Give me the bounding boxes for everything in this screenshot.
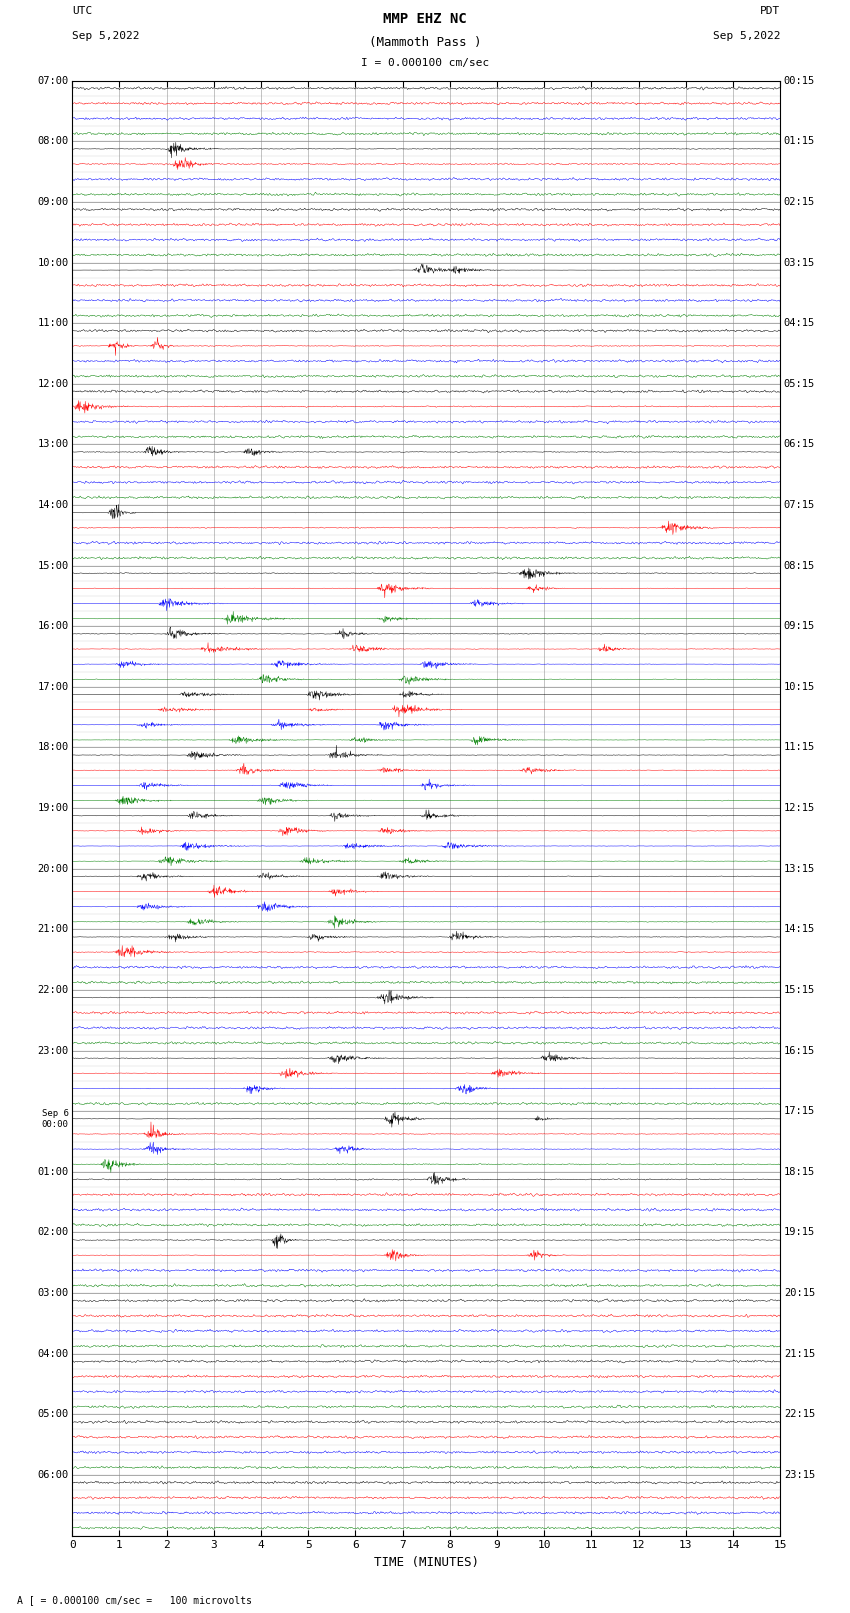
Text: 05:00: 05:00 xyxy=(37,1410,69,1419)
Text: 12:15: 12:15 xyxy=(784,803,815,813)
Text: (Mammoth Pass ): (Mammoth Pass ) xyxy=(369,37,481,50)
Text: 04:00: 04:00 xyxy=(37,1348,69,1358)
Text: PDT: PDT xyxy=(760,6,780,16)
Text: 17:00: 17:00 xyxy=(37,682,69,692)
Text: 09:15: 09:15 xyxy=(784,621,815,631)
Text: I = 0.000100 cm/sec: I = 0.000100 cm/sec xyxy=(361,58,489,68)
Text: 23:00: 23:00 xyxy=(37,1045,69,1055)
Text: 20:00: 20:00 xyxy=(37,863,69,874)
Text: 09:00: 09:00 xyxy=(37,197,69,206)
Text: 06:15: 06:15 xyxy=(784,439,815,450)
Text: 04:15: 04:15 xyxy=(784,318,815,327)
Text: Sep 5,2022: Sep 5,2022 xyxy=(72,31,139,40)
Text: 06:00: 06:00 xyxy=(37,1469,69,1481)
Text: 01:15: 01:15 xyxy=(784,135,815,147)
Text: MMP EHZ NC: MMP EHZ NC xyxy=(383,11,467,26)
Text: 03:15: 03:15 xyxy=(784,258,815,268)
Text: 13:15: 13:15 xyxy=(784,863,815,874)
Text: 17:15: 17:15 xyxy=(784,1107,815,1116)
Text: 23:15: 23:15 xyxy=(784,1469,815,1481)
Text: Sep 6
00:00: Sep 6 00:00 xyxy=(42,1110,69,1129)
Text: 18:00: 18:00 xyxy=(37,742,69,753)
Text: 19:00: 19:00 xyxy=(37,803,69,813)
Text: 21:15: 21:15 xyxy=(784,1348,815,1358)
Text: 12:00: 12:00 xyxy=(37,379,69,389)
Text: 21:00: 21:00 xyxy=(37,924,69,934)
Text: 03:00: 03:00 xyxy=(37,1289,69,1298)
Text: A [ = 0.000100 cm/sec =   100 microvolts: A [ = 0.000100 cm/sec = 100 microvolts xyxy=(17,1595,252,1605)
Text: 15:00: 15:00 xyxy=(37,561,69,571)
Text: 07:15: 07:15 xyxy=(784,500,815,510)
Text: 02:15: 02:15 xyxy=(784,197,815,206)
Text: 11:00: 11:00 xyxy=(37,318,69,327)
Text: 02:00: 02:00 xyxy=(37,1227,69,1237)
Text: Sep 5,2022: Sep 5,2022 xyxy=(713,31,780,40)
Text: 05:15: 05:15 xyxy=(784,379,815,389)
Text: 16:15: 16:15 xyxy=(784,1045,815,1055)
Text: 16:00: 16:00 xyxy=(37,621,69,631)
Text: 22:15: 22:15 xyxy=(784,1410,815,1419)
Text: UTC: UTC xyxy=(72,6,93,16)
Text: 13:00: 13:00 xyxy=(37,439,69,450)
Text: 19:15: 19:15 xyxy=(784,1227,815,1237)
Text: 18:15: 18:15 xyxy=(784,1166,815,1177)
Text: 00:15: 00:15 xyxy=(784,76,815,85)
Text: 01:00: 01:00 xyxy=(37,1166,69,1177)
Text: 14:00: 14:00 xyxy=(37,500,69,510)
Text: 07:00: 07:00 xyxy=(37,76,69,85)
Text: 22:00: 22:00 xyxy=(37,986,69,995)
Text: 14:15: 14:15 xyxy=(784,924,815,934)
Text: 11:15: 11:15 xyxy=(784,742,815,753)
Text: 10:15: 10:15 xyxy=(784,682,815,692)
Text: 08:00: 08:00 xyxy=(37,135,69,147)
Text: 20:15: 20:15 xyxy=(784,1289,815,1298)
X-axis label: TIME (MINUTES): TIME (MINUTES) xyxy=(374,1557,479,1569)
Text: 15:15: 15:15 xyxy=(784,986,815,995)
Text: 08:15: 08:15 xyxy=(784,561,815,571)
Text: 10:00: 10:00 xyxy=(37,258,69,268)
